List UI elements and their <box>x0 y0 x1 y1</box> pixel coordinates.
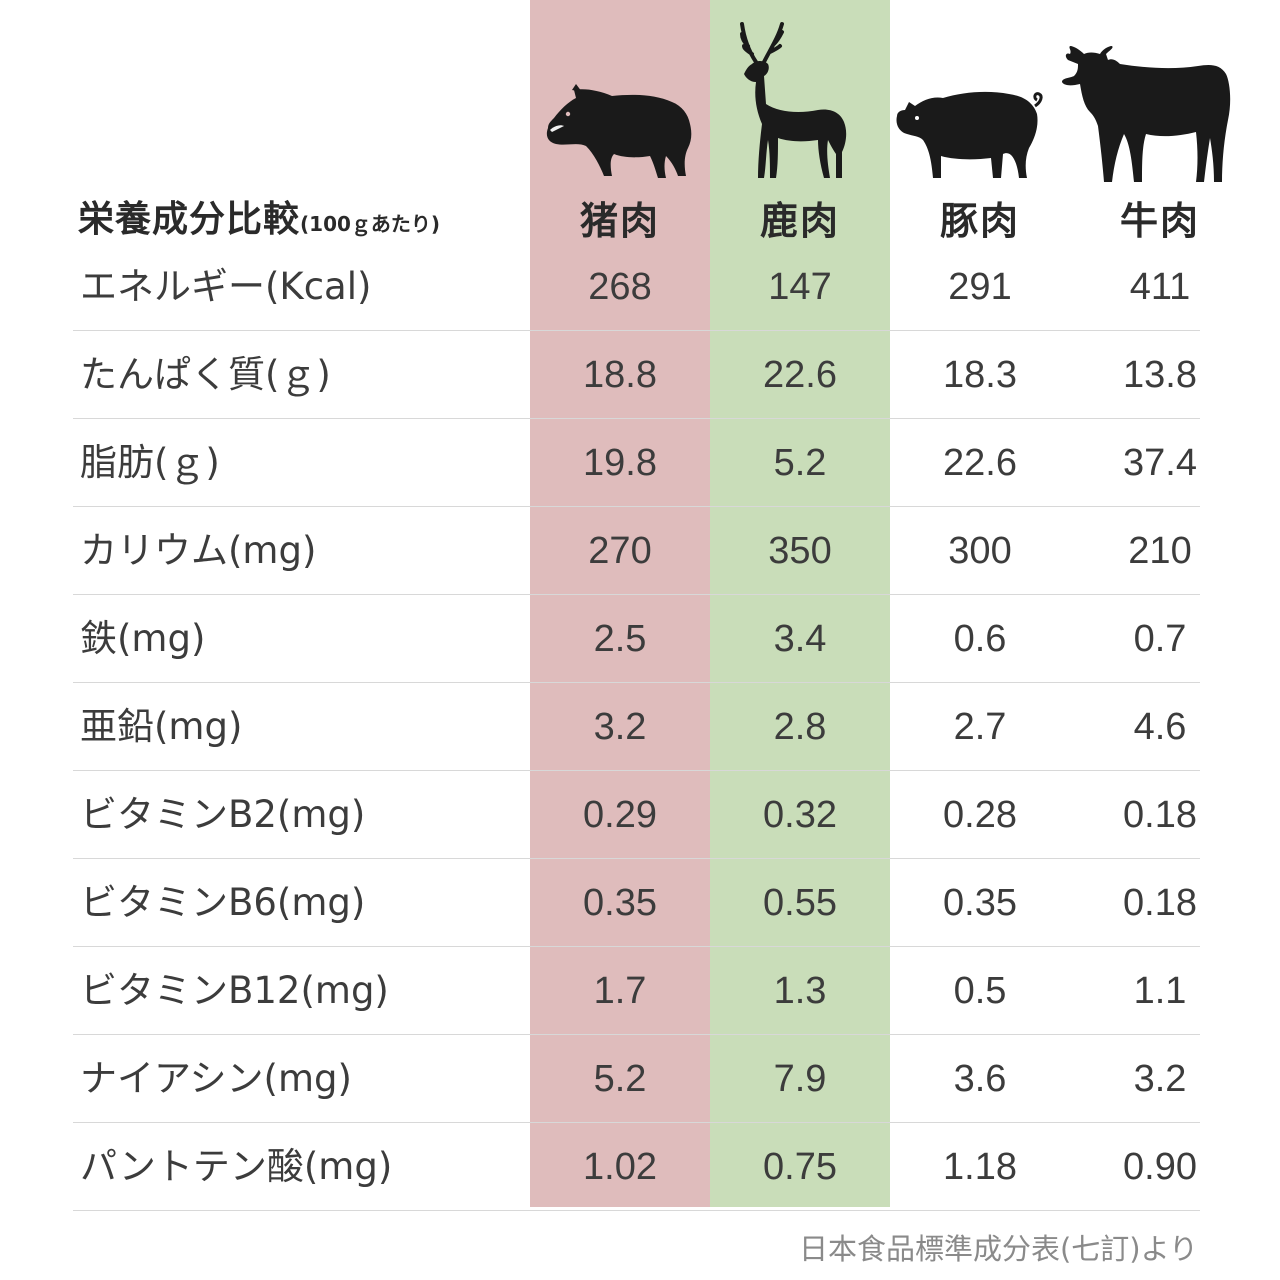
value-cell: 210 <box>1128 530 1192 572</box>
value-cell: 37.4 <box>1123 442 1197 484</box>
value-cell: 3.4 <box>773 618 827 660</box>
value-cell: 411 <box>1129 266 1191 308</box>
boar-icon <box>542 84 694 182</box>
row-label: たんぱく質(ｇ) <box>80 353 331 396</box>
value-cell: 22.6 <box>943 442 1017 484</box>
value-cell: 0.90 <box>1123 1146 1197 1188</box>
table-row: エネルギー(Kcal) 268 147 291 411 <box>0 243 1280 331</box>
value-cell: 270 <box>588 530 652 572</box>
value-cell: 291 <box>948 266 1012 308</box>
boar-column-highlight <box>530 0 710 1207</box>
table-row: 鉄(mg) 2.5 3.4 0.6 0.7 <box>0 595 1280 683</box>
pig-icon <box>893 88 1045 184</box>
table-row: パントテン酸(mg) 1.02 0.75 1.18 0.90 <box>0 1123 1280 1211</box>
value-cell: 7.9 <box>773 1058 827 1100</box>
row-divider <box>73 770 1200 771</box>
value-cell: 0.18 <box>1123 794 1197 836</box>
deer-column-highlight <box>710 0 890 1207</box>
value-cell: 0.29 <box>583 794 657 836</box>
row-divider <box>73 418 1200 419</box>
value-cell: 13.8 <box>1123 354 1197 396</box>
value-cell: 1.18 <box>943 1146 1017 1188</box>
table-row: 脂肪(ｇ) 19.8 5.2 22.6 37.4 <box>0 419 1280 507</box>
table-row: ビタミンB12(mg) 1.7 1.3 0.5 1.1 <box>0 947 1280 1035</box>
value-cell: 0.75 <box>763 1146 837 1188</box>
row-label: カリウム(mg) <box>80 529 317 572</box>
table-title-note: (100ｇあたり) <box>300 212 441 236</box>
column-header-3: 牛肉 <box>1119 199 1200 243</box>
value-cell: 2.7 <box>953 706 1007 748</box>
value-cell: 19.8 <box>583 442 657 484</box>
table-row: たんぱく質(ｇ) 18.8 22.6 18.3 13.8 <box>0 331 1280 419</box>
table-row: 亜鉛(mg) 3.2 2.8 2.7 4.6 <box>0 683 1280 771</box>
cow-icon <box>1060 46 1232 184</box>
value-cell: 300 <box>948 530 1012 572</box>
row-label: ビタミンB2(mg) <box>80 793 366 836</box>
source-note: 日本食品標準成分表(七訂)より <box>798 1232 1198 1266</box>
row-divider <box>73 1034 1200 1035</box>
row-label: ビタミンB6(mg) <box>80 881 366 924</box>
row-divider <box>73 506 1200 507</box>
value-cell: 5.2 <box>593 1058 647 1100</box>
value-cell: 1.3 <box>773 970 827 1012</box>
value-cell: 3.6 <box>953 1058 1007 1100</box>
value-cell: 18.3 <box>943 354 1017 396</box>
value-cell: 0.55 <box>763 882 837 924</box>
row-label: ナイアシン(mg) <box>80 1057 352 1100</box>
value-cell: 22.6 <box>763 354 837 396</box>
value-cell: 0.35 <box>583 882 657 924</box>
row-label: 脂肪(ｇ) <box>80 441 220 484</box>
row-label: ビタミンB12(mg) <box>80 969 389 1012</box>
deer-icon <box>738 20 850 182</box>
row-divider <box>73 1210 1200 1211</box>
value-cell: 0.6 <box>953 618 1007 660</box>
value-cell: 0.28 <box>943 794 1017 836</box>
value-cell: 0.18 <box>1123 882 1197 924</box>
value-cell: 0.5 <box>953 970 1007 1012</box>
table-row: ビタミンB2(mg) 0.29 0.32 0.28 0.18 <box>0 771 1280 859</box>
value-cell: 1.7 <box>593 970 647 1012</box>
value-cell: 0.32 <box>763 794 837 836</box>
column-header-2: 豚肉 <box>939 199 1020 243</box>
value-cell: 1.02 <box>583 1146 657 1188</box>
value-cell: 1.1 <box>1133 970 1187 1012</box>
value-cell: 3.2 <box>593 706 647 748</box>
row-label: 鉄(mg) <box>80 617 206 660</box>
table-row: ナイアシン(mg) 5.2 7.9 3.6 3.2 <box>0 1035 1280 1123</box>
row-label: 亜鉛(mg) <box>80 705 243 748</box>
row-divider <box>73 1122 1200 1123</box>
table-row: ビタミンB6(mg) 0.35 0.55 0.35 0.18 <box>0 859 1280 947</box>
column-header-0: 猪肉 <box>579 199 660 243</box>
row-divider <box>73 594 1200 595</box>
row-label: エネルギー(Kcal) <box>80 265 372 308</box>
row-divider <box>73 858 1200 859</box>
value-cell: 3.2 <box>1133 1058 1187 1100</box>
value-cell: 350 <box>768 530 832 572</box>
value-cell: 0.35 <box>943 882 1017 924</box>
table-title: 栄養成分比較(100ｇあたり) <box>78 199 441 240</box>
value-cell: 4.6 <box>1133 706 1187 748</box>
row-divider <box>73 330 1200 331</box>
value-cell: 147 <box>768 266 832 308</box>
value-cell: 268 <box>588 266 652 308</box>
table-row: カリウム(mg) 270 350 300 210 <box>0 507 1280 595</box>
value-cell: 2.8 <box>773 706 827 748</box>
value-cell: 5.2 <box>773 442 827 484</box>
row-label: パントテン酸(mg) <box>80 1145 393 1188</box>
row-divider <box>73 946 1200 947</box>
column-header-1: 鹿肉 <box>759 199 840 243</box>
value-cell: 18.8 <box>583 354 657 396</box>
value-cell: 2.5 <box>593 618 647 660</box>
row-divider <box>73 682 1200 683</box>
value-cell: 0.7 <box>1133 618 1187 660</box>
